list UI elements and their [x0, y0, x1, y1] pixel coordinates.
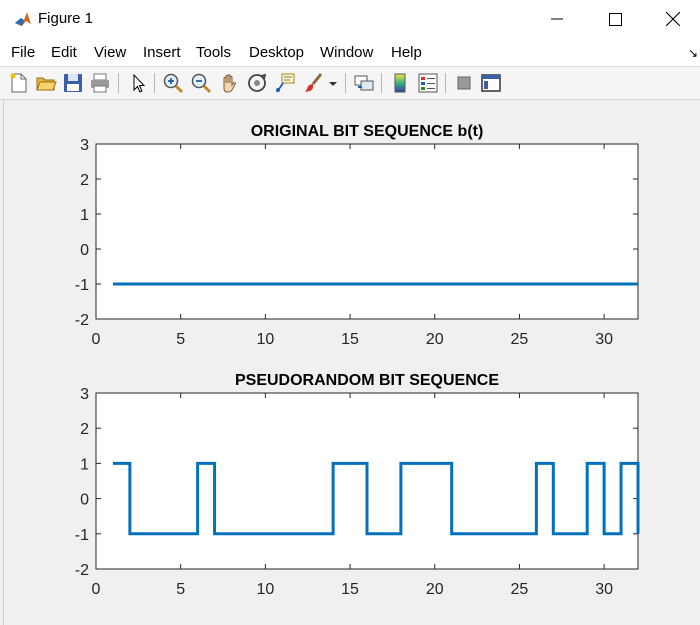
y-tick-label: -1	[75, 527, 89, 544]
toolbar-separator	[118, 73, 119, 93]
y-tick-label: 3	[80, 137, 89, 154]
x-tick-label: 15	[341, 331, 359, 348]
menu-edit[interactable]: Edit	[51, 44, 77, 61]
open-file-icon[interactable]	[35, 72, 57, 94]
data-cursor-icon[interactable]	[274, 72, 296, 94]
zoom-out-icon[interactable]	[190, 72, 212, 94]
x-tick-label: 30	[595, 581, 613, 598]
x-tick-label: 0	[92, 581, 101, 598]
toolbar-separator	[154, 73, 155, 93]
save-icon[interactable]	[62, 72, 84, 94]
figure-canvas: ORIGINAL BIT SEQUENCE b(t) 0 5 10 15 20 25 30 3 2…	[3, 100, 700, 625]
minimize-button[interactable]	[528, 0, 586, 38]
menu-bar: File Edit View Insert Tools Desktop Wind…	[0, 38, 700, 67]
x-tick-label: 5	[176, 581, 185, 598]
x-tick-label: 10	[256, 581, 274, 598]
menu-insert[interactable]: Insert	[143, 44, 181, 61]
legend-icon[interactable]	[417, 72, 439, 94]
y-tick-label: 1	[80, 456, 89, 473]
link-plot-icon[interactable]	[353, 72, 375, 94]
x-tick-label: 10	[256, 331, 274, 348]
menu-window[interactable]: Window	[320, 44, 374, 61]
brush-dropdown-icon[interactable]	[327, 72, 339, 94]
toolbar-separator	[381, 73, 382, 93]
rotate-3d-icon[interactable]	[246, 72, 268, 94]
print-icon[interactable]	[89, 72, 111, 94]
y-tick-label: 1	[80, 207, 89, 224]
hide-plot-tools-icon[interactable]	[453, 72, 475, 94]
title-bar: Figure 1	[0, 0, 700, 38]
y-tick-label: -2	[75, 312, 89, 329]
zoom-in-icon[interactable]	[162, 72, 184, 94]
x-tick-label: 20	[426, 581, 444, 598]
colorbar-icon[interactable]	[389, 72, 411, 94]
brush-icon[interactable]	[302, 72, 324, 94]
y-tick-label: 2	[80, 421, 89, 438]
matlab-logo-icon	[13, 9, 33, 29]
y-tick-label: 0	[80, 242, 89, 259]
close-icon	[666, 12, 680, 26]
x-tick-label: 0	[92, 331, 101, 348]
x-tick-label: 5	[176, 331, 185, 348]
plot-title: ORIGINAL BIT SEQUENCE b(t)	[251, 123, 484, 140]
toolbar-separator	[345, 73, 346, 93]
y-tick-label: 0	[80, 492, 89, 509]
menu-view[interactable]: View	[94, 44, 127, 61]
close-button[interactable]	[644, 0, 700, 38]
toolbar-separator	[445, 73, 446, 93]
minimize-icon	[551, 18, 563, 20]
y-tick-label: 3	[80, 386, 89, 403]
x-tick-label: 30	[595, 331, 613, 348]
maximize-icon	[608, 12, 622, 26]
plot-title: PSEUDORANDOM BIT SEQUENCE	[235, 372, 499, 389]
menu-tools[interactable]: Tools	[196, 44, 232, 61]
plot-canvas: ORIGINAL BIT SEQUENCE b(t)0 5 10 15 20 25 3032…	[75, 123, 640, 598]
y-tick-label: -2	[75, 562, 89, 579]
window-title: Figure 1	[38, 10, 94, 27]
x-tick-label: 25	[511, 581, 529, 598]
show-plot-tools-icon[interactable]	[480, 72, 502, 94]
menu-help[interactable]: Help	[391, 44, 422, 61]
figure-toolbar	[0, 67, 700, 100]
menu-overflow-icon[interactable]: ↘	[687, 46, 698, 60]
x-tick-label: 25	[511, 331, 529, 348]
menu-file[interactable]: File	[11, 44, 36, 61]
pointer-icon[interactable]	[127, 72, 149, 94]
menu-desktop[interactable]: Desktop	[249, 44, 305, 61]
y-tick-label: 2	[80, 172, 89, 189]
new-figure-icon[interactable]	[8, 72, 30, 94]
pan-hand-icon[interactable]	[218, 72, 240, 94]
series-line	[112, 461, 640, 536]
x-tick-label: 15	[341, 581, 359, 598]
axes-box	[95, 143, 639, 320]
x-tick-label: 20	[426, 331, 444, 348]
y-tick-label: -1	[75, 277, 89, 294]
maximize-button[interactable]	[586, 0, 644, 38]
